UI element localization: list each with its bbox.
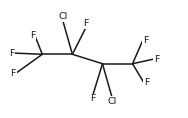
Text: Cl: Cl (107, 97, 117, 106)
Text: F: F (154, 55, 160, 63)
Text: F: F (143, 36, 148, 45)
Text: F: F (90, 94, 96, 103)
Text: Cl: Cl (58, 12, 68, 21)
Text: F: F (9, 49, 14, 58)
Text: F: F (83, 19, 88, 28)
Text: F: F (30, 31, 36, 40)
Text: F: F (11, 69, 16, 78)
Text: F: F (144, 78, 149, 87)
